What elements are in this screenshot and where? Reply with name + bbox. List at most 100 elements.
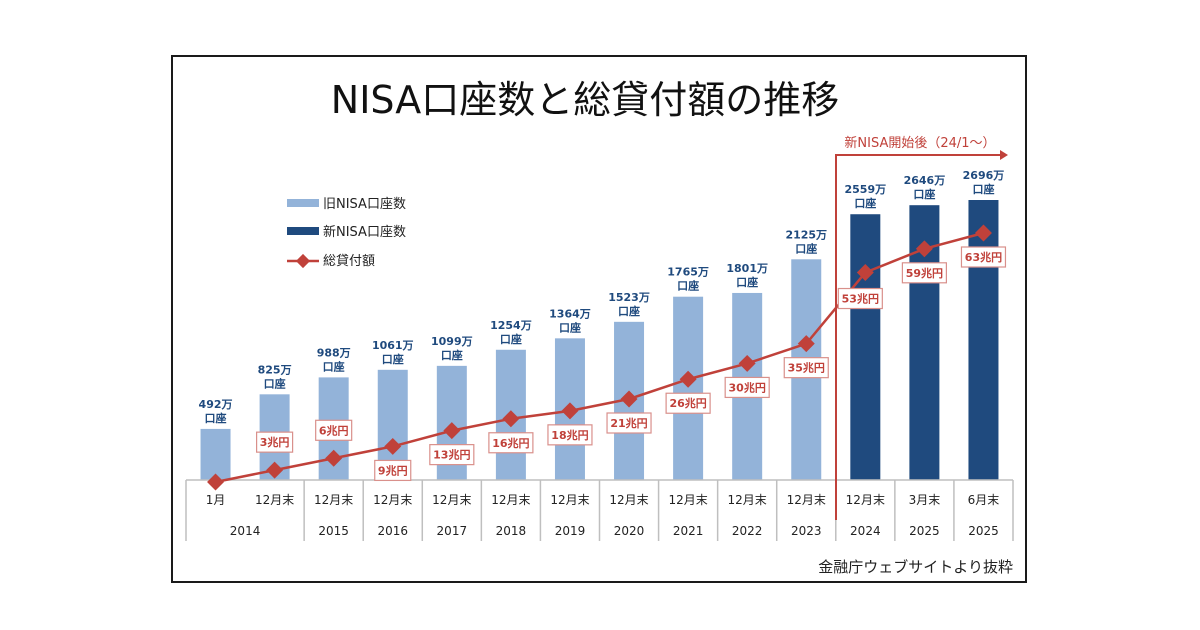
bar-unit-label: 口座 xyxy=(618,304,640,318)
line-value-label: 59兆円 xyxy=(906,266,943,280)
line-marker-diamond xyxy=(797,335,815,353)
year-label: 2017 xyxy=(437,524,468,538)
new-nisa-annotation: 新NISA開始後（24/1～） xyxy=(835,135,1008,520)
bar-value-label: 2559万 xyxy=(845,183,887,196)
line-value-label-box xyxy=(256,431,294,453)
category-label: 12月末 xyxy=(728,493,767,507)
bar-unit-label: 口座 xyxy=(559,320,581,334)
line-value-label-box xyxy=(547,424,593,446)
line-value-label: 26兆円 xyxy=(669,396,706,410)
line-value-label-box xyxy=(960,246,1007,268)
legend-swatch-new xyxy=(287,227,319,235)
category-label: 6月末 xyxy=(968,493,1000,507)
line-value-label-box xyxy=(665,392,711,414)
category-label: 12月末 xyxy=(432,493,471,507)
line-value-label-box xyxy=(488,432,534,454)
legend: 旧NISA口座数 新NISA口座数 総貸付額 xyxy=(287,197,406,269)
year-label: 2018 xyxy=(496,524,527,538)
category-label: 12月末 xyxy=(609,493,648,507)
annotation-arrowhead-icon xyxy=(1000,150,1008,160)
annotation-bracket-line xyxy=(835,154,1000,520)
category-label: 3月末 xyxy=(909,493,941,507)
line-marker-diamond xyxy=(207,473,225,491)
bar-value-label: 1061万 xyxy=(372,339,414,352)
year-label: 2025 xyxy=(909,524,940,538)
category-label: 12月末 xyxy=(550,493,589,507)
bar-unit-label: 口座 xyxy=(972,182,994,196)
line-value-label: 30兆円 xyxy=(729,380,766,394)
category-table: 2014 2015 2016 2017 2018 2019 2020 2021 2022 2023… xyxy=(185,479,1014,541)
line-value-label: 16兆円 xyxy=(492,436,529,450)
annotation-text: 新NISA開始後（24/1～） xyxy=(844,135,995,151)
bar-value-label: 2646万 xyxy=(904,174,946,187)
legend-diamond-marker xyxy=(295,253,311,269)
legend-swatch-old xyxy=(287,199,319,207)
line-value-label: 21兆円 xyxy=(610,416,647,430)
line-value-label-box xyxy=(315,419,353,441)
bar-value-label: 1254万 xyxy=(490,319,532,332)
bar-13 xyxy=(968,200,999,480)
line-value-label: 63兆円 xyxy=(965,250,1002,264)
bar-value-label: 1523万 xyxy=(608,291,650,304)
bar-value-label: 2696万 xyxy=(963,169,1005,182)
line-value-label-box xyxy=(429,444,475,466)
line-value-label-box xyxy=(837,287,883,310)
line-value-label: 18兆円 xyxy=(551,428,588,442)
year-label: 2024 xyxy=(850,524,881,538)
line-value-label: 6兆円 xyxy=(319,423,349,437)
bar-value-label: 1099万 xyxy=(431,335,473,348)
line-value-label-box xyxy=(374,459,412,482)
bar-value-label: 1765万 xyxy=(667,266,709,279)
bar-unit-label: 口座 xyxy=(913,187,935,201)
category-label: 12月末 xyxy=(314,493,353,507)
line-marker-diamond xyxy=(974,224,992,242)
category-label: 12月末 xyxy=(846,493,885,507)
line-marker-diamond xyxy=(915,240,933,258)
year-label: 2019 xyxy=(555,524,586,538)
line-value-label: 35兆円 xyxy=(788,361,825,375)
bar-value-label: 2125万 xyxy=(785,228,827,241)
line-marker-diamond xyxy=(738,354,756,372)
line-value-label-box xyxy=(606,412,652,434)
line-value-label: 53兆円 xyxy=(842,292,879,306)
line-marker-diamond xyxy=(384,437,402,455)
bar-unit-label: 口座 xyxy=(264,376,286,390)
line-marker-diamond xyxy=(856,264,874,282)
line-labels-group: 3兆円 6兆円 9兆円 13兆円 16兆円 18兆円 21兆円 26兆円 30兆円 35兆円 53兆… xyxy=(256,246,1007,482)
category-label: 12月末 xyxy=(491,493,530,507)
year-label: 2015 xyxy=(318,524,349,538)
line-value-label-box xyxy=(783,357,829,379)
bar-value-label: 1801万 xyxy=(726,262,768,275)
year-label: 2016 xyxy=(377,524,408,538)
bar-value-label: 825万 xyxy=(258,363,292,376)
bar-unit-label: 口座 xyxy=(323,359,345,373)
category-label: 12月末 xyxy=(373,493,412,507)
chart-title: NISA口座数と総貸付額の推移 xyxy=(331,78,839,122)
line-value-label: 9兆円 xyxy=(378,463,408,477)
legend-label-old: 旧NISA口座数 xyxy=(323,197,406,212)
bar-unit-label: 口座 xyxy=(854,196,876,210)
year-label: 2021 xyxy=(673,524,704,538)
year-label: 2023 xyxy=(791,524,822,538)
line-series-path xyxy=(215,231,984,484)
bar-unit-label: 口座 xyxy=(677,279,699,293)
line-marker-diamond xyxy=(679,370,697,388)
bar-value-label: 492万 xyxy=(199,398,233,411)
bar-unit-label: 口座 xyxy=(441,348,463,362)
bar-value-label: 1364万 xyxy=(549,307,591,320)
line-value-label-box xyxy=(724,376,770,399)
line-series-group xyxy=(207,224,992,491)
source-note: 金融庁ウェブサイトより抜粋 xyxy=(818,558,1013,576)
category-label: 12月末 xyxy=(255,493,294,507)
year-label: 2025 xyxy=(968,524,999,538)
bar-unit-label: 口座 xyxy=(795,241,817,255)
category-label: 12月末 xyxy=(668,493,707,507)
line-marker-diamond xyxy=(443,422,461,440)
category-label: 1月 xyxy=(206,493,226,507)
line-marker-diamond xyxy=(266,461,284,479)
bar-unit-label: 口座 xyxy=(736,275,758,289)
bar-8 xyxy=(673,296,704,480)
year-label: 2014 xyxy=(230,524,261,538)
bar-11 xyxy=(850,214,881,480)
